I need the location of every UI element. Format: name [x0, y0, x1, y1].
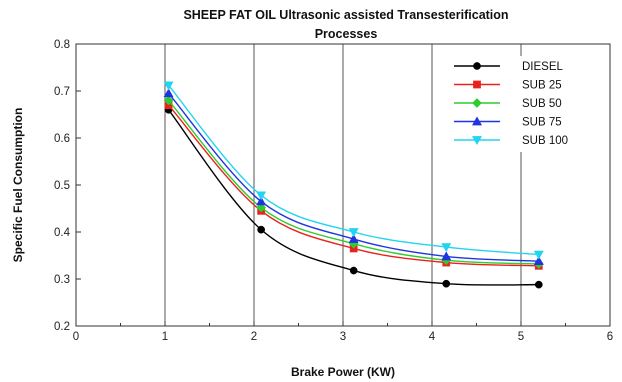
series-sub-75	[163, 88, 544, 265]
legend-label: SUB 25	[522, 80, 562, 92]
data-point	[256, 196, 267, 206]
x-tick-label: 5	[518, 331, 524, 343]
x-tick-label: 1	[162, 331, 168, 343]
series-line	[168, 84, 539, 256]
series-group	[163, 81, 544, 289]
data-point	[441, 251, 452, 261]
data-point	[348, 228, 359, 238]
data-point	[348, 233, 359, 243]
axis-ticks: 0 1 2 3 4 5 6 0.2 0.3 0.4 0.5 0.6 0.7 0.8	[54, 39, 613, 343]
y-tick-label: 0.6	[54, 133, 70, 145]
y-axis-label: Specific Fuel Consumption	[11, 108, 25, 263]
series-diesel	[164, 105, 543, 289]
data-point	[349, 266, 358, 275]
x-tick-label: 3	[340, 331, 346, 343]
legend: DIESEL SUB 25 SUB 50 SUB 75 SUB 100	[446, 56, 596, 152]
legend-item-diesel: DIESEL	[454, 61, 564, 73]
data-point	[473, 80, 481, 89]
legend-item-sub-75: SUB 75	[454, 116, 562, 129]
y-tick-label: 0.7	[54, 86, 70, 98]
y-tick-label: 0.8	[54, 39, 70, 51]
legend-label: DIESEL	[522, 61, 564, 73]
y-tick-label: 0.5	[54, 180, 70, 192]
chart-title-line-2: Processes	[315, 27, 378, 41]
data-point	[534, 280, 543, 289]
y-tick-label: 0.2	[54, 321, 70, 333]
x-tick-label: 4	[429, 331, 436, 343]
data-point	[471, 116, 483, 126]
x-tick-label: 2	[251, 331, 257, 343]
data-point	[533, 256, 544, 265]
legend-box	[446, 56, 596, 152]
y-tick-label: 0.3	[54, 274, 70, 286]
series-line	[168, 104, 539, 267]
series-line	[168, 92, 539, 262]
data-point	[163, 95, 174, 106]
legend-item-sub-100: SUB 100	[454, 135, 568, 147]
data-point	[533, 250, 544, 260]
data-point	[163, 88, 174, 98]
x-tick-label: 0	[73, 331, 79, 343]
data-point	[442, 279, 451, 288]
series-line	[168, 109, 539, 286]
x-tick-label: 6	[607, 331, 613, 343]
data-point	[256, 191, 267, 201]
legend-label: SUB 50	[522, 98, 562, 110]
data-point	[472, 98, 482, 108]
chart-title-line-1: SHEEP FAT OIL Ultrasonic assisted Transe…	[183, 8, 508, 22]
data-point	[473, 62, 481, 70]
legend-label: SUB 100	[522, 135, 568, 147]
data-point	[441, 243, 452, 253]
x-axis-label: Brake Power (KW)	[291, 365, 395, 379]
legend-item-sub-25: SUB 25	[454, 80, 562, 92]
legend-label: SUB 75	[522, 117, 562, 129]
series-sub-100	[163, 81, 544, 260]
data-point	[471, 136, 483, 146]
y-tick-label: 0.4	[54, 227, 71, 239]
data-point	[257, 225, 265, 234]
legend-item-sub-50: SUB 50	[454, 98, 562, 110]
data-point	[163, 81, 174, 91]
